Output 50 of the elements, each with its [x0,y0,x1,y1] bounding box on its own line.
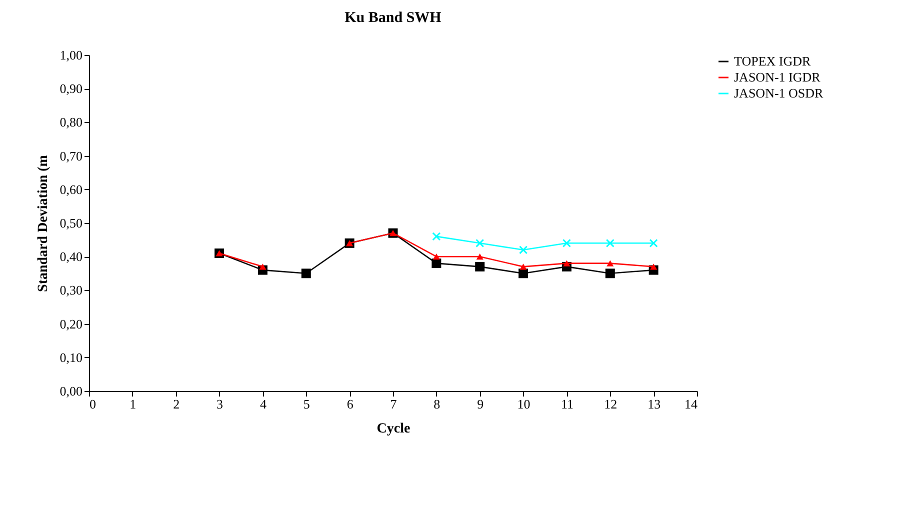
x-tick-label: 12 [604,396,618,412]
point [476,254,484,260]
y-tick-label: 0,50 [60,216,82,230]
point [259,264,266,270]
point [518,268,528,278]
x-tick-label: 7 [390,396,398,412]
x-tick-label: 3 [216,396,224,412]
point [606,260,614,266]
point [520,264,527,270]
y-tick-label: 0,90 [60,81,82,96]
point [432,254,440,260]
point [606,238,614,248]
x-tick-label: 4 [260,396,267,412]
legend-label: TOPEX IGDR [734,54,812,68]
x-tick-label: 13 [648,396,661,412]
x-tick-label: 10 [517,396,530,412]
point [650,264,658,270]
point [475,262,485,272]
point [562,238,571,248]
point [519,246,528,254]
y-tick-label: 0,30 [60,282,82,298]
y-tick-label: 1,00 [60,48,82,62]
x-tick-label: 11 [560,396,574,412]
point [432,258,442,268]
point [301,268,311,278]
y-tick-label: 0,20 [60,316,82,332]
y-tick-label: 0,70 [60,148,82,164]
x-tick-label: 2 [173,396,180,412]
x-tick-label: 9 [477,396,484,412]
x-tick-label: 14 [684,396,698,412]
y-tick-label: 0,00 [60,384,82,398]
x-tick-label: 6 [346,396,354,412]
point [476,238,484,248]
y-tick-label: 0,40 [60,249,82,264]
x-tick-label: 1 [130,396,136,412]
x-tick-label: 5 [303,396,310,412]
point [605,268,615,278]
y-tick-label: 0,60 [60,182,82,197]
x-axis-title: Cycle [376,422,410,436]
legend-label: JASON-1 IGDR [734,70,821,84]
point [563,260,570,266]
point [649,238,658,248]
chart-title: Ku Band SWH [344,10,442,26]
y-tick-label: 0,80 [60,114,82,130]
x-tick-label: 0 [90,396,96,412]
y-axis-title: Standard Deviation (m [36,154,51,292]
y-tick-label: 0,10 [60,350,82,365]
legend-label: JASON-1 OSDR [734,86,824,100]
point [432,232,441,241]
x-tick-label: 8 [434,396,440,412]
